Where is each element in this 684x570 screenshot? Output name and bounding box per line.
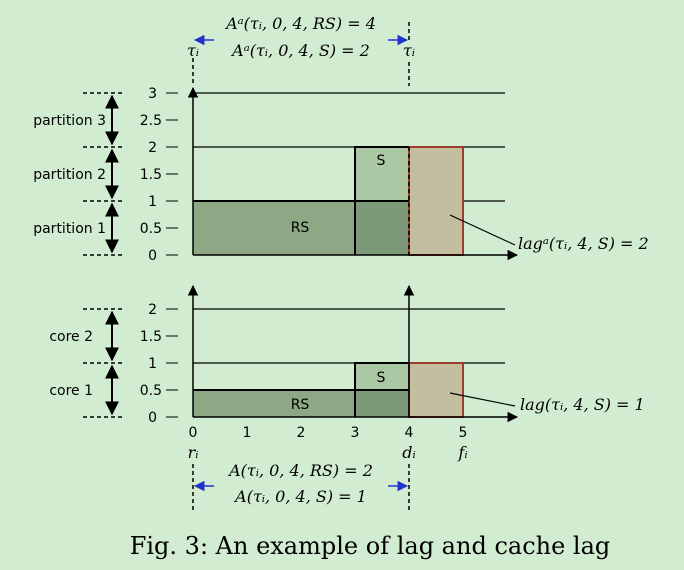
top-tau-left: τᵢ xyxy=(187,41,199,60)
figure-caption: Fig. 3: An example of lag and cache lag xyxy=(130,532,611,560)
top-rs-label: RS xyxy=(291,220,310,236)
bottom-y-ticks: 0 0.5 1 1.5 2 xyxy=(140,302,178,426)
x-tick-label: 2 xyxy=(297,425,306,441)
top-y-tick-label: 1 xyxy=(148,194,157,210)
bottom-rs-label: RS xyxy=(291,397,310,413)
bottom-annotation: A(τᵢ, 0, 4, RS) = 2 A(τᵢ, 0, 4, S) = 1 xyxy=(192,461,410,510)
bottom-bar-outline xyxy=(193,362,409,391)
partition-brackets: partition 3 partition 2 partition 1 xyxy=(33,92,122,256)
top-chart: RS S 0 0.5 1 1.5 2 2.5 3 xyxy=(33,14,648,264)
bottom-s-bar-overlap xyxy=(355,390,409,417)
top-y-tick-label: 2.5 xyxy=(140,113,162,129)
bottom-y-tick-label: 0.5 xyxy=(140,383,162,399)
core-2-label: core 2 xyxy=(49,329,93,345)
top-annot-line1: Aᵃ(τᵢ, 0, 4, RS) = 4 xyxy=(224,14,376,33)
bottom-lag-label: lag(τᵢ, 4, S) = 1 xyxy=(520,395,645,414)
top-s-bar-overlap xyxy=(355,201,409,255)
bottom-x-ticks: 0 1 2 3 4 5 rᵢ dᵢ fᵢ xyxy=(188,425,468,462)
core-1-label: core 1 xyxy=(49,383,93,399)
bottom-y-tick-label: 0 xyxy=(148,410,157,426)
partition-2-label: partition 2 xyxy=(33,167,106,183)
top-y-tick-label: 0.5 xyxy=(140,221,162,237)
top-y-tick-label: 3 xyxy=(148,86,157,102)
top-y-ticks: 0 0.5 1 1.5 2 2.5 3 xyxy=(140,86,178,264)
top-lag-pointer xyxy=(449,214,516,246)
top-annot-line2: Aᵃ(τᵢ, 0, 4, S) = 2 xyxy=(230,41,370,60)
bottom-annot-line2: A(τᵢ, 0, 4, S) = 1 xyxy=(233,487,367,506)
x-tick-label: 0 xyxy=(189,425,198,441)
bottom-s-bar-upper xyxy=(355,363,409,390)
x-tick-label: 4 xyxy=(405,425,414,441)
partition-1-label: partition 1 xyxy=(33,221,106,237)
top-y-tick-label: 2 xyxy=(148,140,157,156)
top-s-label: S xyxy=(377,153,386,169)
top-y-tick-label: 0 xyxy=(148,248,157,264)
top-y-tick-label: 1.5 xyxy=(140,167,162,183)
top-annotation: Aᵃ(τᵢ, 0, 4, RS) = 4 Aᵃ(τᵢ, 0, 4, S) = 2… xyxy=(187,14,415,86)
core-brackets: core 2 core 1 xyxy=(49,308,122,418)
finish-label: fᵢ xyxy=(457,443,467,462)
bottom-lag-pointer xyxy=(449,392,516,407)
x-tick-label: 3 xyxy=(351,425,360,441)
bottom-annot-line1: A(τᵢ, 0, 4, RS) = 2 xyxy=(227,461,373,480)
partition-3-label: partition 3 xyxy=(33,113,106,129)
top-tau-right: τᵢ xyxy=(403,41,415,60)
bottom-future-bar xyxy=(408,362,464,418)
x-tick-label: 5 xyxy=(459,425,468,441)
release-label: rᵢ xyxy=(188,443,199,462)
bottom-y-tick-label: 1 xyxy=(148,356,157,372)
top-future-bar xyxy=(408,146,464,256)
bottom-chart: RS S 0 0.5 1 1.5 2 core 2 core 1 0 xyxy=(49,284,645,510)
x-tick-label: 1 xyxy=(243,425,252,441)
bottom-rs-bar xyxy=(193,390,355,417)
top-s-bar-upper xyxy=(355,147,409,201)
bottom-y-tick-label: 2 xyxy=(148,302,157,318)
top-rs-bar xyxy=(193,201,355,255)
bottom-y-tick-label: 1.5 xyxy=(140,329,162,345)
top-bar-outline xyxy=(193,146,409,202)
top-lag-label: lagᵃ(τᵢ, 4, S) = 2 xyxy=(518,234,649,253)
deadline-label: dᵢ xyxy=(402,443,415,462)
bottom-s-label: S xyxy=(377,370,386,386)
